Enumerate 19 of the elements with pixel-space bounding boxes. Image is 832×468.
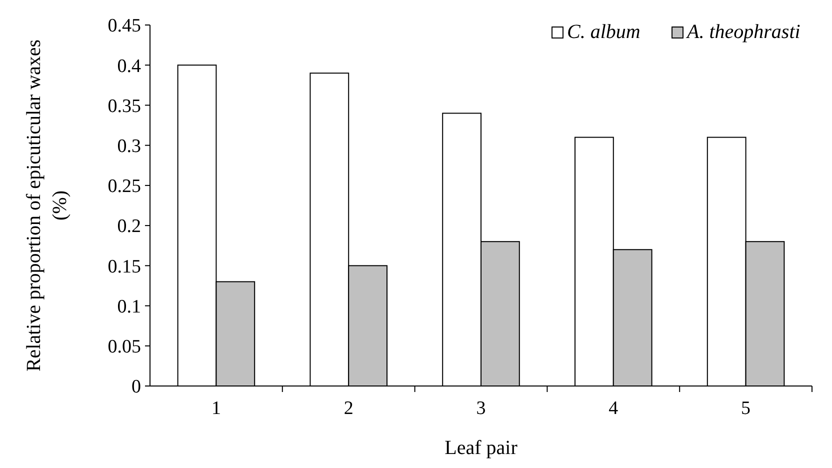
x-axis-title: Leaf pair [444,437,518,459]
y-tick-label: 0.25 [108,176,141,198]
y-tick-label: 0.4 [117,56,142,77]
y-tick-label: 0.3 [117,136,141,157]
x-tick-label: 3 [476,398,486,419]
y-axis-title: Relative proportion of epicuticular waxes (%) [23,39,71,372]
y-tick-label: 0.35 [108,96,141,117]
y-tick-label: 0 [132,376,141,398]
x-tick-label: 2 [344,398,354,419]
y-tick-label: 0.45 [108,16,141,37]
x-tick-label: 1 [211,398,221,419]
legend-label: A. theophrasti [685,21,800,43]
y-tick-label: 0.2 [117,216,141,238]
y-tick-label: 0.15 [108,256,141,278]
y-tick-label: 0.05 [108,336,141,358]
x-tick-label: 5 [741,398,751,419]
legend-label: C. album [567,21,640,43]
y-tick-label: 0.1 [117,296,141,318]
x-tick-label: 4 [608,398,619,419]
